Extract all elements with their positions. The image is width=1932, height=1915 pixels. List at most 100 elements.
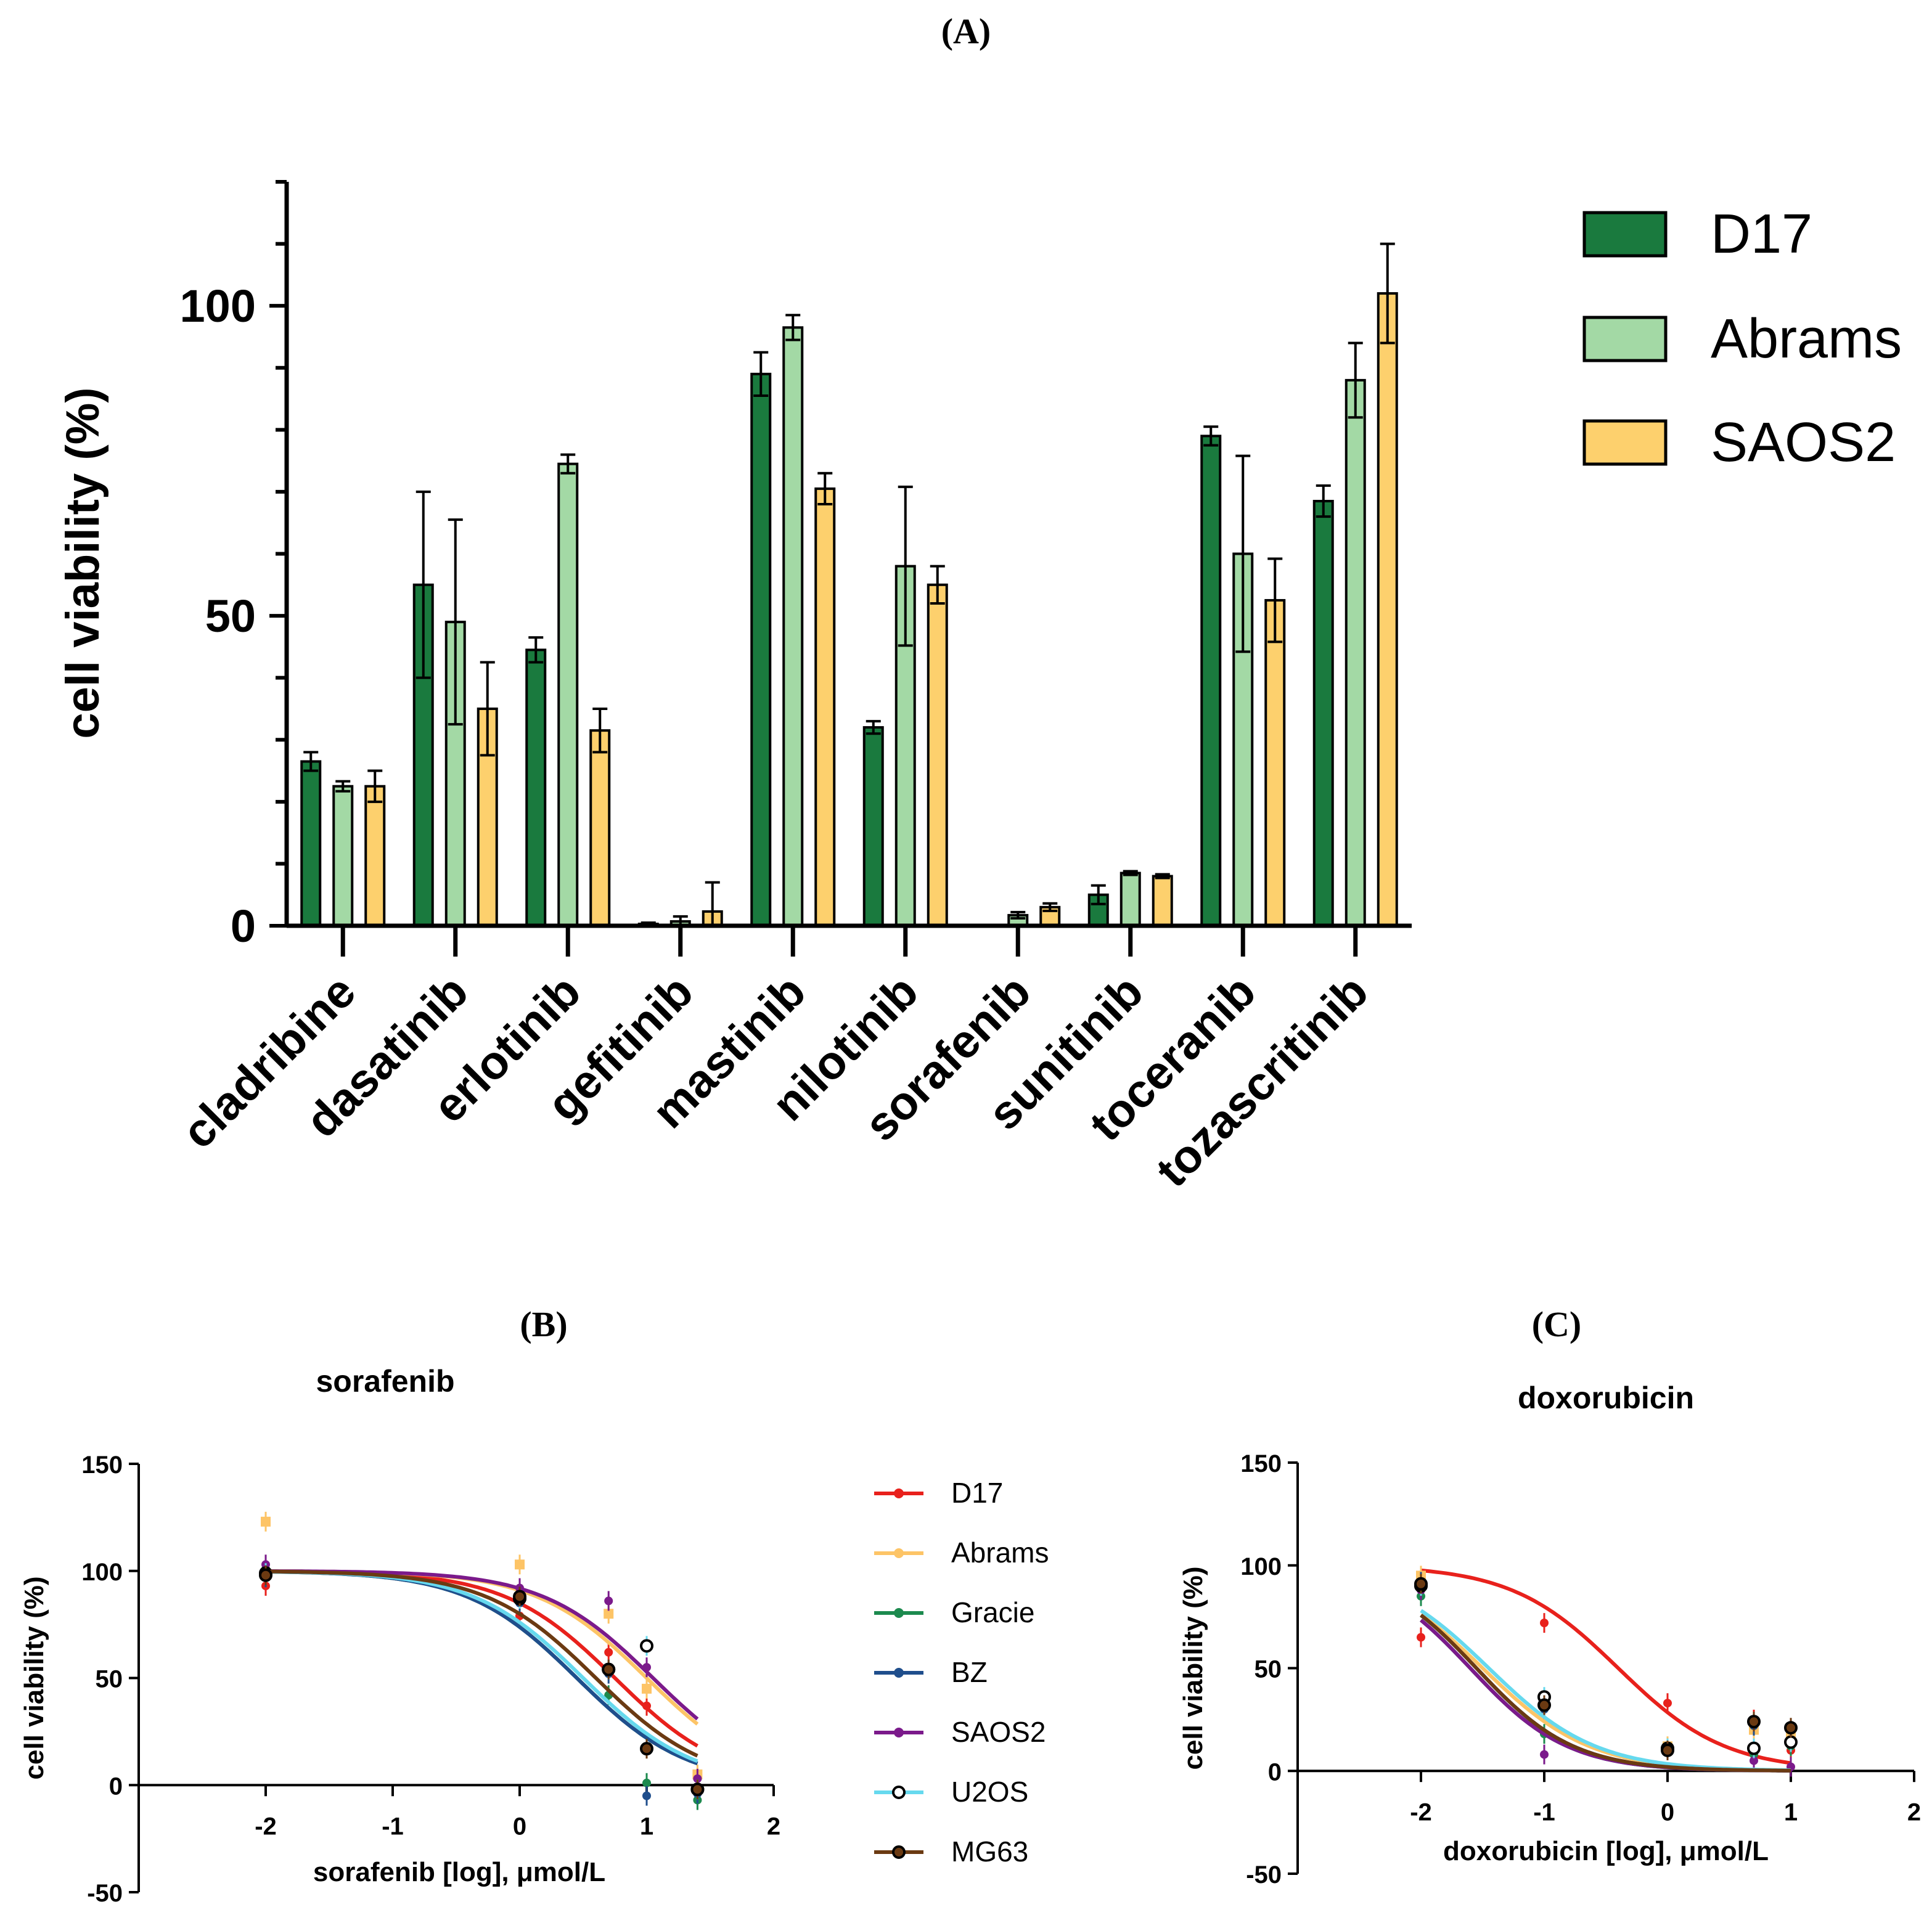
bar-d17-nilotinib	[862, 726, 884, 927]
bar-saos2-nilotinib	[927, 583, 948, 927]
chart-title: sorafenib	[316, 1364, 454, 1398]
point-saos2	[1540, 1750, 1549, 1759]
x-tick-label: 2	[767, 1813, 780, 1840]
bar-saos2-toceranib	[1264, 598, 1286, 927]
legend-label-d17: D17	[1711, 203, 1812, 265]
point-mg63	[513, 1590, 526, 1604]
legend-marker-abrams	[894, 1548, 904, 1558]
bar-d17-erlotinib	[525, 648, 547, 927]
bar-abrams-cladribine	[332, 785, 354, 927]
bar-saos2-sunitinib	[1152, 875, 1173, 927]
y-tick-label: 50	[1255, 1656, 1282, 1683]
bar-d17-tozascritinib	[1312, 500, 1334, 927]
dose-response-chart-b: sorafenib -50 0 50 100 150 cell viability (%) -…	[19, 1364, 1049, 1907]
point-gracie	[642, 1778, 651, 1787]
point-mg63	[1661, 1743, 1674, 1757]
point-d17	[1417, 1633, 1425, 1642]
legend-label-abrams: Abrams	[951, 1537, 1049, 1569]
y-tick-label: 100	[1240, 1553, 1282, 1580]
y-tick-label: 0	[109, 1773, 123, 1800]
bar-d17-cladribine	[300, 760, 322, 928]
x-tick-label: 1	[640, 1813, 653, 1840]
curve-abrams	[1420, 1613, 1791, 1773]
x-tick-label: 0	[1661, 1799, 1674, 1826]
legend-label-d17: D17	[951, 1477, 1003, 1509]
legend-label-bz: BZ	[951, 1656, 988, 1688]
point-mg63	[1414, 1577, 1428, 1591]
y-axis-label: cell viability (%)	[57, 387, 109, 738]
point-mg63	[1537, 1698, 1551, 1712]
curve-mg63	[265, 1569, 698, 1758]
x-tick-label: 1	[1784, 1799, 1798, 1826]
point-mg63	[259, 1568, 272, 1582]
panel-label-b: (B)	[520, 1304, 567, 1344]
y-axis-label: cell viability (%)	[1178, 1566, 1208, 1770]
point-mg63	[690, 1782, 705, 1797]
bar-abrams-mastinib	[782, 326, 804, 927]
y-tick-label: 150	[81, 1452, 123, 1479]
legend-marker-d17	[894, 1488, 904, 1498]
point-abrams	[604, 1609, 614, 1619]
legend-marker-bz	[894, 1668, 904, 1678]
y-tick-label: -50	[87, 1880, 123, 1907]
bar-d17-mastinib	[750, 372, 772, 927]
curve-bz	[1420, 1614, 1791, 1773]
x-tick-label: -2	[255, 1813, 277, 1840]
legend-swatch-d17	[1582, 211, 1668, 258]
curve-mg63	[1420, 1614, 1791, 1773]
legend-marker-u2os	[892, 1786, 906, 1799]
y-tick-label: 50	[205, 590, 256, 642]
y-tick-label: 50	[96, 1666, 123, 1693]
point-d17	[1663, 1699, 1672, 1708]
bar-saos2-cladribine	[364, 785, 386, 927]
curve-saos2	[1420, 1619, 1791, 1773]
bar-saos2-erlotinib	[589, 729, 611, 927]
y-tick-label: 150	[1240, 1450, 1282, 1477]
point-mg63	[602, 1662, 616, 1676]
point-u2os	[1747, 1741, 1761, 1755]
y-tick-label: 100	[180, 280, 256, 332]
bar-d17-toceranib	[1200, 435, 1222, 927]
point-d17	[642, 1701, 651, 1710]
point-saos2	[1750, 1756, 1758, 1765]
legend-label-u2os: U2OS	[951, 1776, 1028, 1808]
legend-label-mg63: MG63	[951, 1835, 1028, 1868]
legend-marker-saos2	[894, 1728, 904, 1737]
legend-swatch-abrams	[1582, 316, 1668, 362]
x-tick-label: 0	[513, 1813, 526, 1840]
point-d17	[1540, 1619, 1549, 1628]
point-saos2	[642, 1663, 651, 1672]
curve-gracie	[1420, 1619, 1791, 1773]
point-mg63	[640, 1742, 653, 1756]
panel-label-c: (C)	[1532, 1304, 1582, 1344]
y-tick-label: -50	[1246, 1861, 1282, 1888]
point-d17	[604, 1648, 613, 1657]
point-abrams	[261, 1516, 271, 1527]
bar-abrams-tozascritinib	[1345, 378, 1366, 927]
y-axis-label: cell viability (%)	[19, 1576, 49, 1779]
legend-label-abrams: Abrams	[1711, 308, 1902, 370]
point-saos2	[693, 1774, 702, 1783]
y-tick-label: 0	[1268, 1758, 1282, 1786]
y-tick-label: 100	[81, 1559, 123, 1586]
legend-label-saos2: SAOS2	[1711, 412, 1896, 473]
legend-label-saos2: SAOS2	[951, 1716, 1046, 1748]
x-axis-label: sorafenib [log], μmol/L	[313, 1857, 605, 1887]
legend-marker-gracie	[894, 1608, 904, 1618]
point-mg63	[1784, 1721, 1798, 1735]
legend-swatch-saos2	[1582, 419, 1668, 466]
panel-label-a: (A)	[941, 11, 991, 51]
legend-marker-mg63	[892, 1845, 906, 1859]
curve-d17	[1420, 1568, 1791, 1765]
point-u2os	[640, 1639, 653, 1653]
bar-abrams-sunitinib	[1119, 872, 1141, 927]
chart-title: doxorubicin	[1518, 1381, 1694, 1415]
dose-response-chart-c: doxorubicin -50 0 50 100 150 cell viability (%…	[1178, 1381, 1921, 1888]
point-abrams	[515, 1559, 525, 1570]
x-tick-label: 2	[1907, 1799, 1921, 1826]
x-axis-label: doxorubicin [log], μmol/L	[1443, 1836, 1769, 1866]
bar-abrams-erlotinib	[557, 462, 579, 927]
legend-label-gracie: Gracie	[951, 1596, 1034, 1628]
